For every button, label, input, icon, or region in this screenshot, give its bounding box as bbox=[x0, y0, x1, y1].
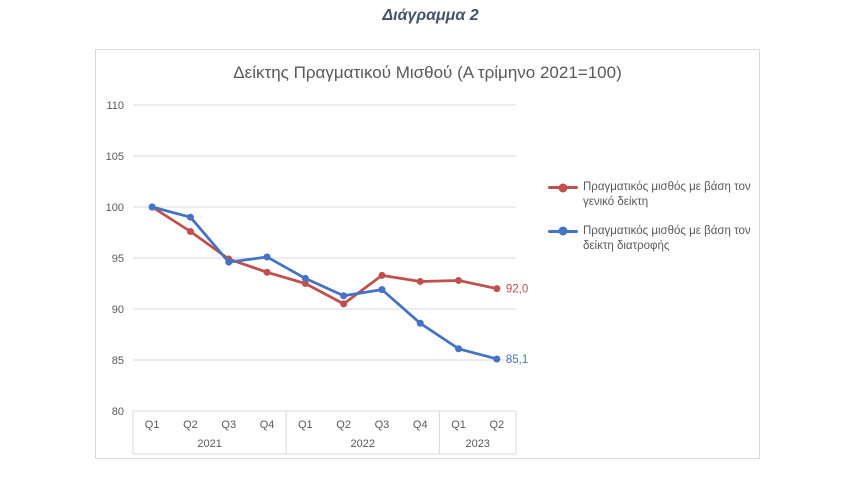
data-point-series-1 bbox=[340, 292, 348, 300]
y-axis-tick-label: 105 bbox=[106, 151, 124, 163]
x-axis-quarter-label: Q1 bbox=[298, 419, 313, 431]
x-axis-quarter-label: Q1 bbox=[451, 419, 466, 431]
y-axis-tick-label: 95 bbox=[112, 253, 124, 265]
x-axis-quarter-label: Q2 bbox=[336, 419, 351, 431]
series-line-1 bbox=[150, 205, 499, 361]
data-point-series-0 bbox=[493, 285, 501, 293]
y-axis-tick-label: 110 bbox=[106, 100, 124, 112]
legend-marker bbox=[548, 226, 578, 236]
series-end-label-1: 85,1 bbox=[506, 354, 528, 366]
x-axis-year-label: 2022 bbox=[351, 438, 375, 450]
data-point-series-1 bbox=[378, 286, 386, 294]
chart-title: Δείκτης Πραγματικού Μισθού (Α τρίμηνο 20… bbox=[233, 63, 622, 82]
data-point-series-0 bbox=[378, 271, 386, 279]
chart-legend: Πραγματικός μισθός με βάση τον γενικό δε… bbox=[548, 180, 773, 254]
x-axis-quarter-label: Q2 bbox=[490, 419, 505, 431]
data-point-series-0 bbox=[455, 276, 463, 284]
x-axis-year-label: 2021 bbox=[197, 438, 221, 450]
data-point-series-1 bbox=[263, 253, 271, 261]
data-point-series-1 bbox=[301, 274, 309, 282]
data-point-series-0 bbox=[186, 227, 194, 235]
series-line-0 bbox=[150, 205, 499, 306]
x-axis-quarter-label: Q4 bbox=[413, 419, 428, 431]
data-point-series-0 bbox=[301, 280, 309, 287]
data-point-series-1 bbox=[225, 258, 233, 266]
legend-label: Πραγματικός μισθός με βάση τον γενικό δε… bbox=[583, 181, 751, 209]
data-point-series-0 bbox=[416, 277, 424, 285]
y-axis-tick-label: 85 bbox=[112, 355, 124, 367]
x-axis-quarter-label: Q4 bbox=[260, 419, 275, 431]
legend-marker bbox=[548, 183, 578, 192]
y-axis-tick-label: 80 bbox=[112, 406, 124, 418]
y-axis-tick-label: 90 bbox=[112, 304, 124, 316]
data-point-series-1 bbox=[186, 213, 194, 221]
x-axis-quarter-label: Q2 bbox=[183, 419, 198, 431]
legend-dot-icon bbox=[558, 183, 568, 192]
x-axis-quarter-label: Q3 bbox=[375, 419, 390, 431]
data-point-series-0 bbox=[340, 300, 348, 308]
page-title: Διάγραμμα 2 bbox=[382, 7, 479, 24]
legend-label: Πραγματικός μισθός με βάση τον δείκτη δι… bbox=[583, 224, 751, 252]
data-point-series-0 bbox=[263, 268, 271, 276]
data-point-series-1 bbox=[455, 345, 463, 353]
legend-entry-general-index: Πραγματικός μισθός με βάση τον γενικό δε… bbox=[548, 180, 773, 211]
legend-entry-food-index: Πραγματικός μισθός με βάση τον δείκτη δι… bbox=[548, 224, 773, 255]
chart-frame: Δείκτης Πραγματικού Μισθού (Α τρίμηνο 20… bbox=[95, 49, 760, 459]
x-axis-quarter-label: Q3 bbox=[221, 419, 236, 431]
legend-dot-icon bbox=[558, 226, 568, 236]
data-point-series-1 bbox=[416, 319, 424, 327]
y-axis-tick-label: 100 bbox=[106, 202, 124, 214]
data-point-series-1 bbox=[493, 355, 501, 363]
x-axis-year-label: 2023 bbox=[465, 438, 489, 450]
data-point-series-1 bbox=[148, 203, 156, 211]
series-end-label-0: 92,0 bbox=[506, 284, 528, 296]
x-axis-quarter-label: Q1 bbox=[145, 419, 160, 431]
